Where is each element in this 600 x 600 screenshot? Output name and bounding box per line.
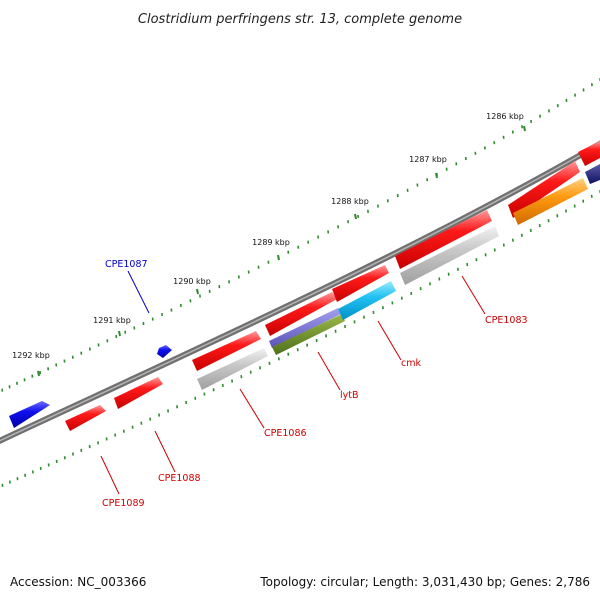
major-tick-1287	[435, 172, 438, 179]
tick-label-1290: 1290 kbp	[173, 277, 211, 286]
gene-cpe1089	[65, 405, 106, 431]
major-tick-1288	[354, 213, 357, 220]
gene-label-cpe1088: CPE1088	[158, 473, 201, 484]
leader-cpe1087	[127, 270, 150, 314]
gene-label-cpe1089: CPE1089	[102, 498, 145, 509]
leader-cmk	[377, 320, 402, 361]
gene-red-lytb-a	[265, 292, 337, 336]
leader-cpe1083	[461, 275, 486, 315]
tick-label-1291: 1291 kbp	[93, 316, 131, 325]
gene-cmk	[338, 281, 396, 320]
gene-label-cpe1087: CPE1087	[105, 259, 148, 270]
gene-label-cpe1086: CPE1086	[264, 428, 307, 439]
gene-cpe1086	[197, 348, 268, 390]
map-title: Clostridium perfringens str. 13, complet…	[138, 12, 462, 27]
gene-forward-blue-left	[9, 401, 50, 428]
gene-cpe1088	[114, 377, 163, 409]
gene-forward-navy-right	[585, 164, 600, 184]
leader-cpe1086	[239, 388, 265, 429]
major-tick-1292	[37, 370, 40, 377]
leader-cpe1088	[154, 430, 176, 473]
outer-tick-ring	[1, 78, 600, 392]
gene-label-cpe1083: CPE1083	[485, 315, 528, 326]
gene-red-cpe1083-a	[395, 210, 492, 269]
genome-backbone	[0, 140, 600, 444]
gene-lytb-purple	[269, 308, 341, 348]
major-tick-1286	[523, 125, 526, 132]
gene-forward-red-right-edge	[578, 141, 600, 166]
tick-label-1289: 1289 kbp	[252, 238, 290, 247]
inner-tick-ring	[1, 190, 600, 487]
leader-cpe1089	[100, 455, 120, 495]
gene-orange-far-right	[513, 178, 588, 225]
tick-label-1286: 1286 kbp	[486, 112, 524, 121]
tick-label-1287: 1287 kbp	[409, 155, 447, 164]
gene-label-lytb: lytB	[340, 390, 359, 401]
leader-lytb	[317, 351, 341, 391]
gene-label-cmk: cmk	[401, 358, 421, 369]
tick-label-1292: 1292 kbp	[12, 351, 50, 360]
gene-forward-blue-small	[157, 345, 172, 358]
genome-summary-text: Topology: circular; Length: 3,031,430 bp…	[259, 575, 590, 589]
major-tick-1291	[118, 330, 121, 337]
genome-backbone-highlight	[0, 142, 600, 442]
gene-lytb	[272, 314, 345, 355]
gene-red-far-right	[508, 161, 580, 218]
major-tick-1289	[277, 254, 280, 261]
major-tick-1290	[196, 288, 199, 295]
gene-red-cmk-a	[332, 265, 389, 302]
tick-label-1288: 1288 kbp	[331, 197, 369, 206]
gene-red-1086a	[192, 331, 261, 371]
accession-text: Accession: NC_003366	[10, 575, 146, 589]
gene-cpe1083	[400, 226, 499, 285]
